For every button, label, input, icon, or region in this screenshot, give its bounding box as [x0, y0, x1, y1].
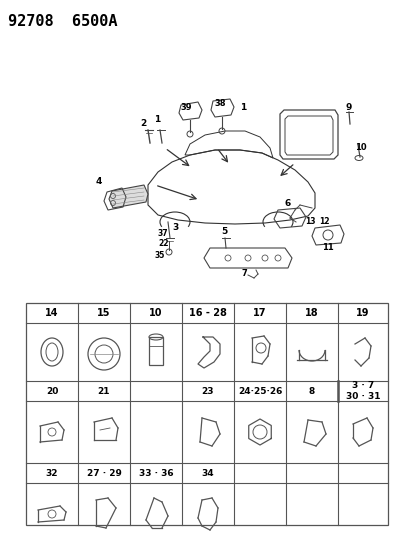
Text: 38: 38: [214, 99, 225, 108]
Text: 21: 21: [97, 386, 110, 395]
Text: 2: 2: [140, 118, 146, 127]
Text: 14: 14: [45, 308, 59, 318]
Text: 10: 10: [149, 308, 162, 318]
Text: 24·25·26: 24·25·26: [237, 386, 282, 395]
Text: 17: 17: [253, 308, 266, 318]
Text: 15: 15: [97, 308, 111, 318]
Text: 13: 13: [304, 217, 314, 227]
Text: 8: 8: [308, 386, 314, 395]
Text: 37: 37: [158, 230, 168, 238]
Bar: [149, 337, 163, 365]
Text: 3 · 7
30 · 31: 3 · 7 30 · 31: [345, 381, 379, 401]
Text: 33 · 36: 33 · 36: [138, 469, 173, 478]
Text: 11: 11: [321, 244, 333, 253]
Text: 16 - 28: 16 - 28: [189, 308, 226, 318]
Text: 12: 12: [318, 217, 328, 227]
Text: 34: 34: [201, 469, 214, 478]
Text: 3: 3: [173, 222, 179, 231]
Text: 27 · 29: 27 · 29: [86, 469, 121, 478]
Text: 19: 19: [356, 308, 369, 318]
Bar: [26, 303, 387, 525]
Text: 20: 20: [46, 386, 58, 395]
Text: 39: 39: [180, 102, 191, 111]
Text: 6: 6: [284, 199, 290, 208]
Text: 10: 10: [354, 143, 366, 152]
Text: 5: 5: [221, 228, 227, 237]
Text: 4: 4: [95, 177, 102, 187]
Text: 1: 1: [239, 102, 246, 111]
Text: 92708  6500A: 92708 6500A: [8, 14, 117, 29]
Text: 1: 1: [154, 116, 160, 125]
Text: 35: 35: [154, 252, 165, 261]
Text: 23: 23: [201, 386, 214, 395]
Polygon shape: [109, 185, 147, 208]
Text: 18: 18: [304, 308, 318, 318]
Text: 9: 9: [345, 102, 351, 111]
Text: 7: 7: [240, 269, 246, 278]
Text: 22: 22: [158, 239, 168, 248]
Text: 32: 32: [46, 469, 58, 478]
